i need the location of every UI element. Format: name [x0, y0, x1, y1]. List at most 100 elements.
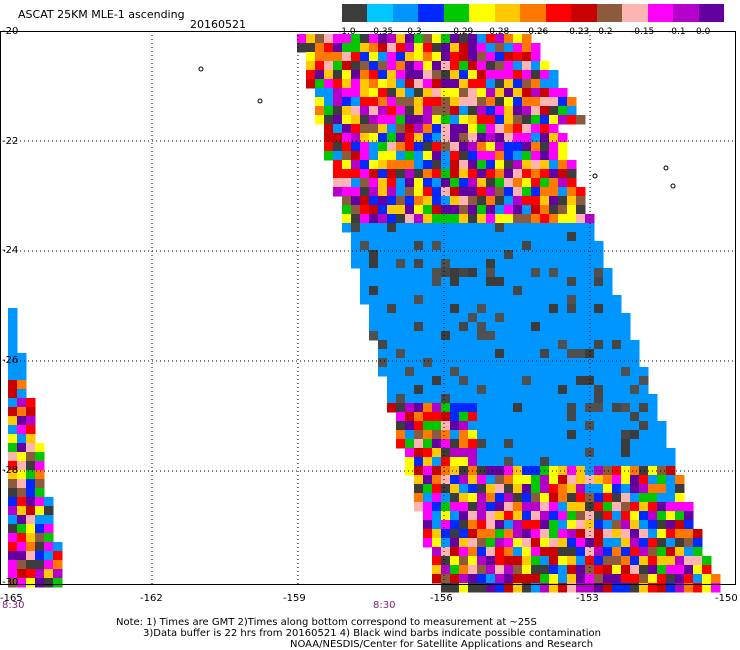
swath-cell: [432, 70, 442, 80]
swath-cell: [468, 133, 478, 143]
swath-cell: [531, 367, 541, 377]
swath-cell: [423, 412, 433, 422]
swath-cell: [558, 142, 568, 152]
swath-cell: [441, 322, 451, 332]
swath-cell: [468, 70, 478, 80]
swath-cell: [432, 547, 442, 557]
swath-cell: [585, 277, 595, 287]
swath-cell: [495, 484, 505, 494]
swath-cell: [432, 187, 442, 197]
swath-cell: [315, 115, 325, 125]
swath-cell: [432, 250, 442, 260]
swath-cell: [306, 34, 316, 44]
swath-cell: [558, 268, 568, 278]
swath-cell: [441, 169, 451, 179]
swath-cell: [333, 106, 343, 116]
swath-cell: [495, 187, 505, 197]
swath-cell: [522, 187, 532, 197]
swath-cell: [423, 214, 433, 224]
swath-cell: [576, 484, 586, 494]
swath-cell: [549, 70, 559, 80]
swath-cell: [648, 421, 658, 431]
swath-cell: [594, 403, 604, 413]
swath-cell: [459, 322, 469, 332]
swath-cell: [657, 466, 667, 476]
swath-cell: [414, 70, 424, 80]
swath-cell: [558, 385, 568, 395]
swath-cell: [495, 538, 505, 548]
swath-cell: [531, 70, 541, 80]
swath-cell: [576, 241, 586, 251]
swath-cell: [684, 529, 694, 539]
swath-cell: [324, 151, 334, 161]
swath-cell: [567, 574, 577, 584]
swath-cell: [423, 331, 433, 341]
swath-cell: [450, 376, 460, 386]
swath-cell: [405, 421, 415, 431]
swath-cell: [35, 443, 45, 453]
swath-cell: [513, 43, 523, 53]
swath-cell: [513, 529, 523, 539]
swath-cell: [441, 484, 451, 494]
swath-cell: [558, 475, 568, 485]
swath-cell: [522, 205, 532, 215]
swath-cell: [513, 205, 523, 215]
swath-cell: [522, 556, 532, 566]
swath-cell: [378, 223, 388, 233]
swath-cell: [531, 475, 541, 485]
swath-cell: [558, 367, 568, 377]
swath-cell: [540, 241, 550, 251]
swath-cell: [26, 461, 36, 471]
swath-cell: [342, 124, 352, 134]
swath-cell: [468, 502, 478, 512]
swath-cell: [531, 448, 541, 458]
swath-cell: [594, 349, 604, 359]
swath-cell: [387, 61, 397, 71]
swath-cell: [423, 511, 433, 521]
swath-cell: [405, 448, 415, 458]
swath-cell: [342, 61, 352, 71]
swath-cell: [396, 97, 406, 107]
swath-cell: [531, 340, 541, 350]
lat-label: -22: [2, 136, 19, 147]
swath-cell: [468, 493, 478, 503]
swath-cell: [522, 295, 532, 305]
swath-cell: [540, 331, 550, 341]
swath-cell: [333, 151, 343, 161]
swath-cell: [558, 259, 568, 269]
swath-cell: [423, 277, 433, 287]
swath-cell: [603, 385, 613, 395]
swath-cell: [621, 574, 631, 584]
swath-cell: [603, 304, 613, 314]
swath-cell: [396, 142, 406, 152]
swath-cell: [531, 556, 541, 566]
swath-cell: [26, 452, 36, 462]
swath-cell: [315, 88, 325, 98]
swath-cell: [603, 277, 613, 287]
swath-cell: [468, 484, 478, 494]
swath-cell: [342, 52, 352, 62]
swath-cell: [477, 583, 487, 593]
swath-cell: [585, 376, 595, 386]
colorbar-swatch: [392, 4, 419, 22]
swath-cell: [387, 268, 397, 278]
swath-cell: [396, 322, 406, 332]
swath-cell: [432, 349, 442, 359]
swath-cell: [531, 133, 541, 143]
swath-cell: [369, 106, 379, 116]
swath-cell: [630, 448, 640, 458]
swath-cell: [369, 160, 379, 170]
swath-cell: [450, 133, 460, 143]
swath-cell: [603, 583, 613, 593]
swath-cell: [612, 565, 622, 575]
swath-cell: [324, 115, 334, 125]
swath-cell: [468, 457, 478, 467]
swath-cell: [513, 214, 523, 224]
swath-cell: [549, 376, 559, 386]
colorbar-swatch: [698, 4, 725, 22]
swath-cell: [342, 133, 352, 143]
swath-cell: [549, 529, 559, 539]
swath-cell: [549, 196, 559, 206]
swath-cell: [504, 430, 514, 440]
swath-cell: [549, 133, 559, 143]
